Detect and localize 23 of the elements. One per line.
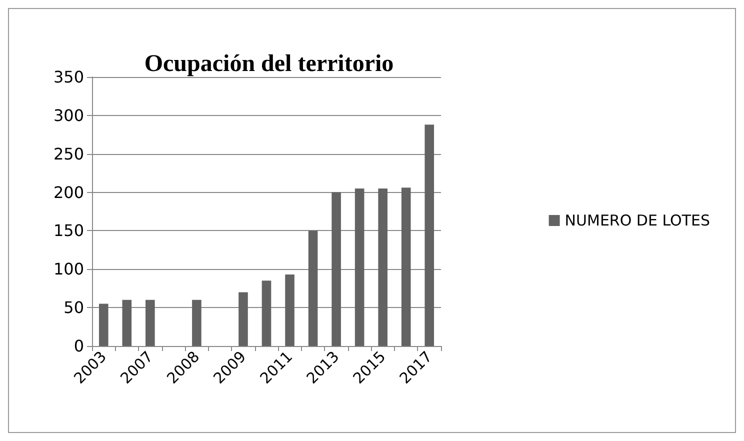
y-tick-label: 100 xyxy=(53,260,84,279)
bar xyxy=(424,124,434,346)
legend-label: NUMERO DE LOTES xyxy=(564,212,710,230)
bar xyxy=(192,300,202,346)
bar xyxy=(122,300,132,346)
bar xyxy=(332,192,341,346)
bar xyxy=(146,300,155,346)
chart-title: Ocupación del territorio xyxy=(144,51,394,77)
y-tick-label: 350 xyxy=(53,68,84,86)
bar xyxy=(401,188,411,346)
y-tick-label: 150 xyxy=(53,221,84,240)
y-tick-label: 300 xyxy=(53,106,84,125)
bar xyxy=(285,274,294,346)
bar xyxy=(98,304,108,346)
bar xyxy=(354,188,364,346)
bar xyxy=(378,188,388,346)
bar xyxy=(238,292,248,346)
bar xyxy=(262,280,272,346)
y-tick-label: 200 xyxy=(53,182,84,202)
y-tick-label: 0 xyxy=(74,336,84,356)
y-tick-label: 50 xyxy=(64,298,84,318)
y-tick-label: 250 xyxy=(53,144,84,164)
bar xyxy=(308,230,318,346)
